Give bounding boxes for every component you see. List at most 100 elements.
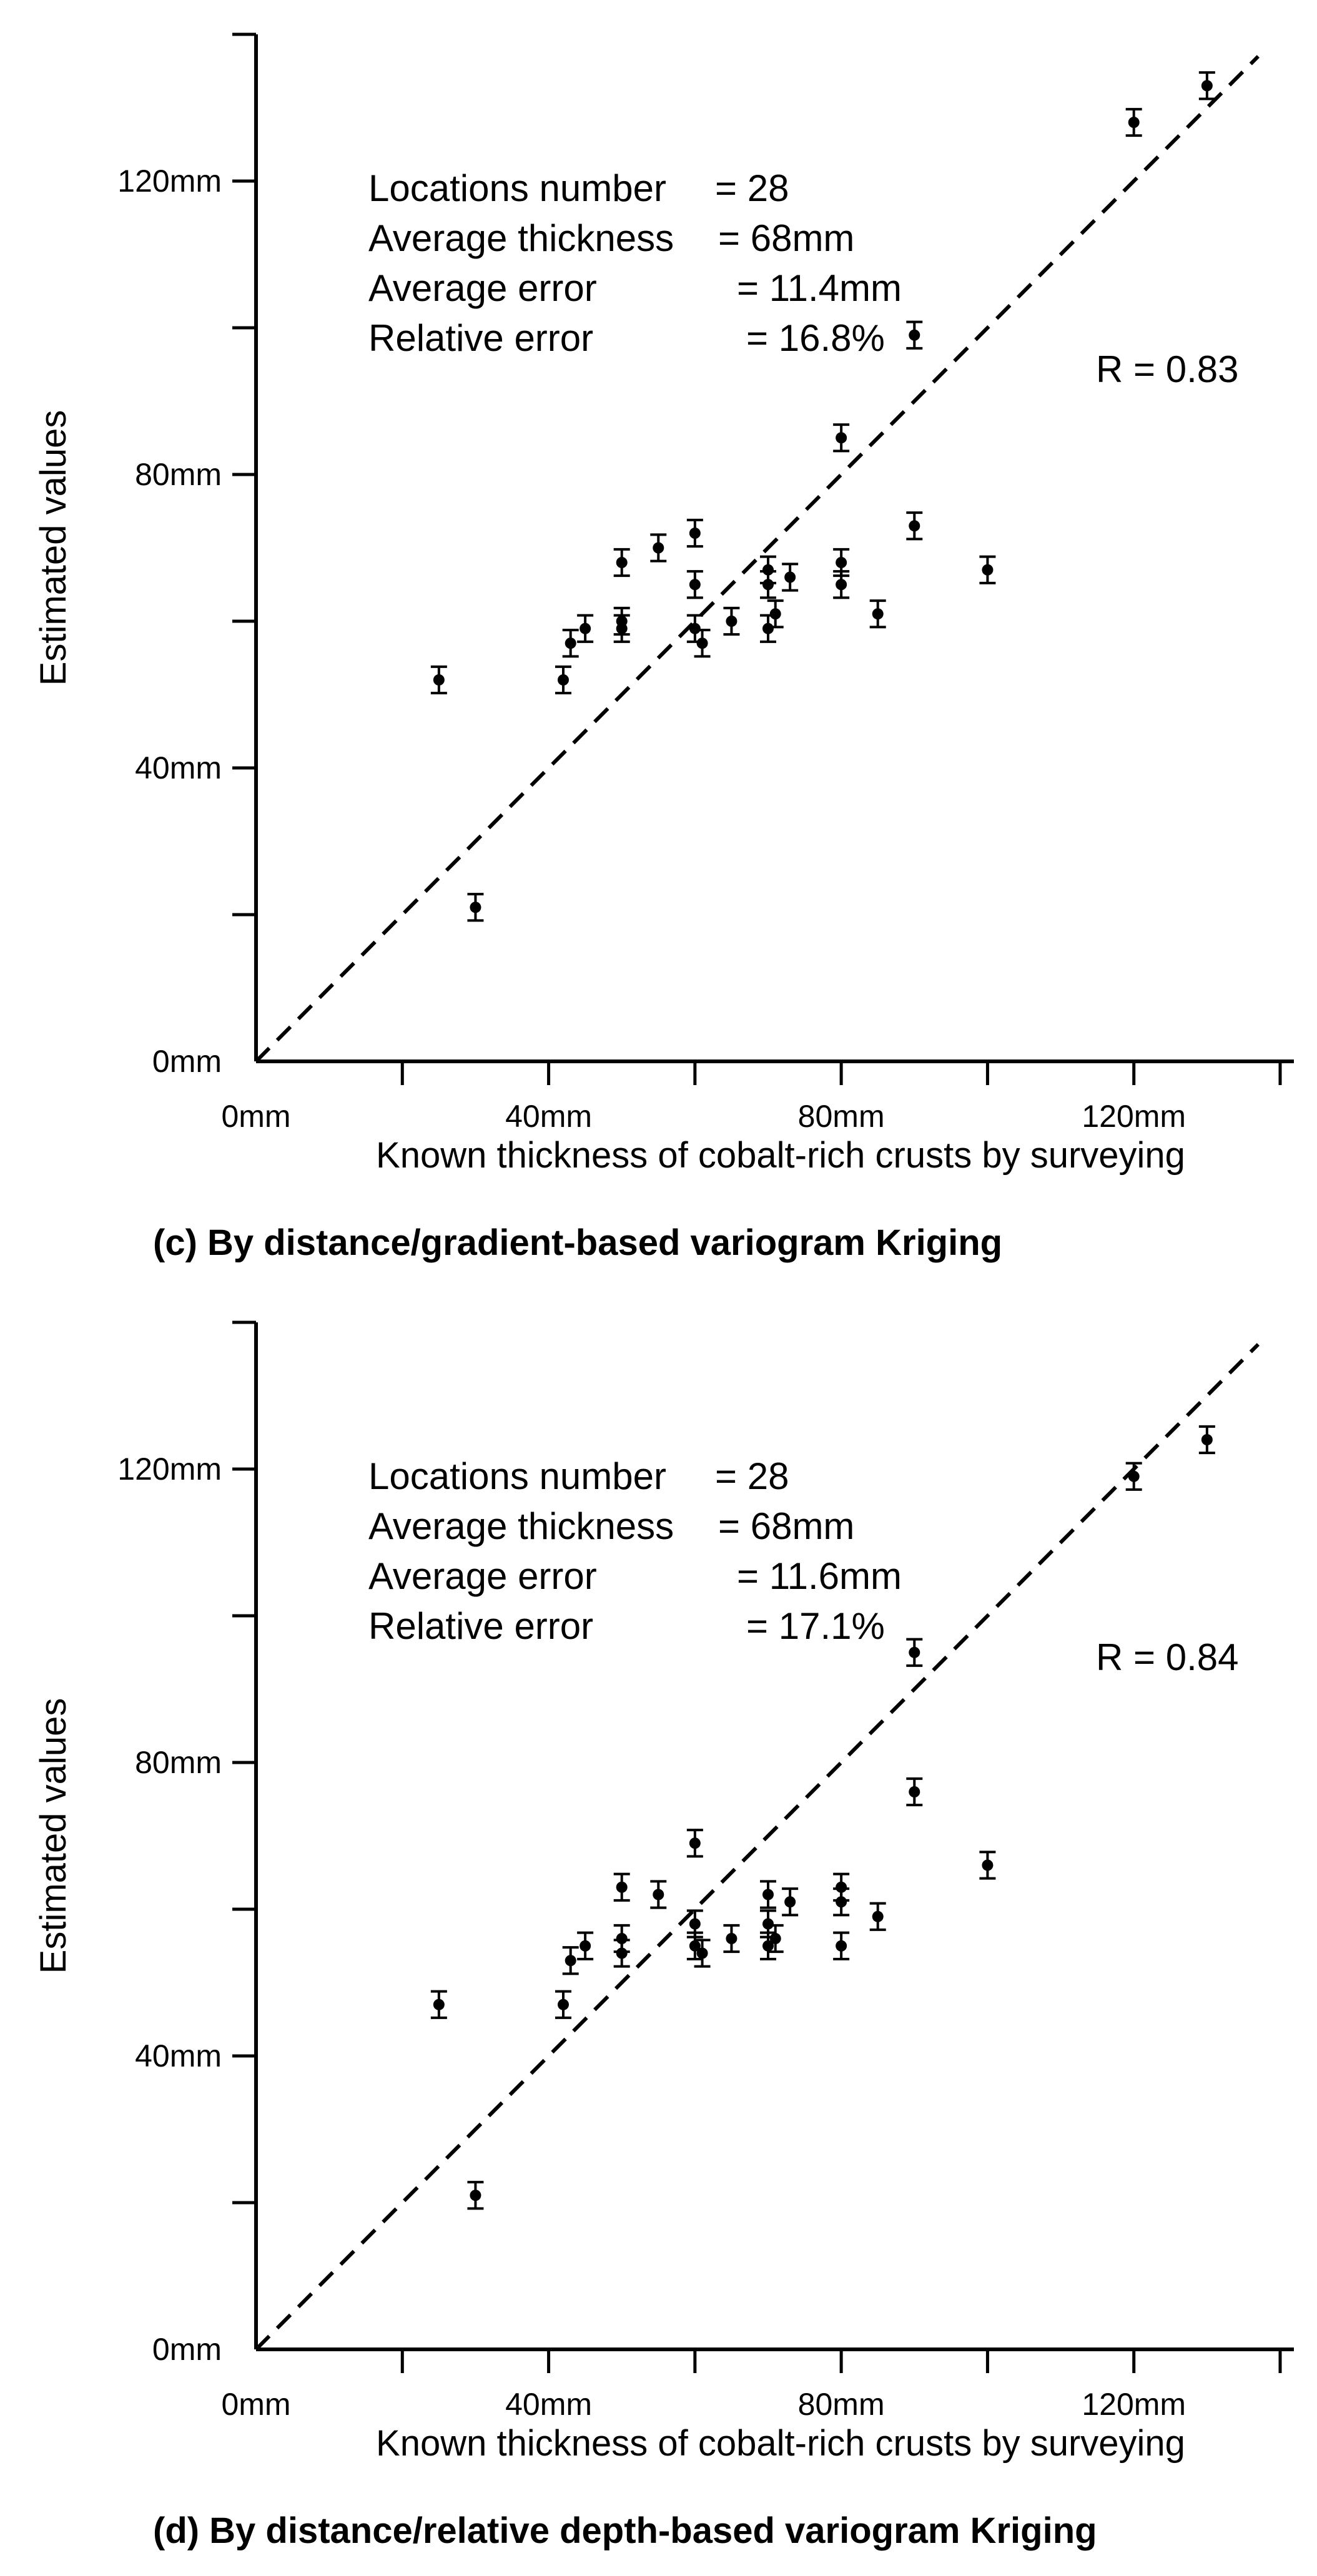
- x-tick-label: 40mm: [505, 1099, 592, 1134]
- x-tick-label: 0mm: [221, 2387, 290, 2422]
- data-point: [1128, 117, 1140, 128]
- data-point: [653, 542, 664, 554]
- data-point-group: [906, 511, 923, 541]
- x-tick-label: 120mm: [1082, 1099, 1186, 1134]
- stat-label: Average error: [368, 1555, 597, 1597]
- data-point: [836, 1940, 847, 1952]
- data-point: [696, 1947, 708, 1959]
- data-point: [872, 1910, 884, 1922]
- data-point-group: [613, 548, 630, 578]
- chart-panel-c: 0mm 40mm 80mm 120mm 0mm 40mm 80mm 120mm Known th…: [33, 32, 1294, 1263]
- y-axis-title: Estimated values: [33, 1698, 74, 1974]
- data-point: [616, 1947, 628, 1959]
- data-point: [726, 1933, 737, 1944]
- data-point: [653, 1889, 664, 1900]
- stat-value: = 68mm: [718, 1505, 854, 1547]
- data-point: [689, 1918, 701, 1930]
- data-point-group: [760, 570, 776, 599]
- data-point: [982, 564, 994, 576]
- stat-label: Relative error: [368, 317, 593, 359]
- stat-label: Average error: [368, 267, 597, 309]
- x-tick-label: 120mm: [1082, 2387, 1186, 2422]
- data-point: [872, 608, 884, 620]
- data-point: [836, 1896, 847, 1908]
- data-point: [909, 1646, 920, 1658]
- stat-value: = 28: [715, 167, 789, 209]
- reference-line: [254, 1343, 1260, 2351]
- stat-label: Average thickness: [368, 1505, 674, 1547]
- chart-caption: (d) By distance/relative depth-based var…: [153, 2510, 1097, 2551]
- data-point: [762, 1940, 774, 1952]
- data-point-group: [686, 518, 703, 548]
- data-point-group: [613, 1872, 630, 1902]
- data-point: [565, 637, 576, 649]
- data-point: [909, 1786, 920, 1797]
- data-point-group: [467, 2181, 484, 2210]
- data-point-group: [694, 1939, 711, 1968]
- data-point-group: [833, 423, 850, 453]
- data-point: [616, 557, 628, 568]
- x-tick-label: 0mm: [221, 1099, 290, 1134]
- data-point: [784, 1896, 796, 1908]
- data-point: [470, 2190, 481, 2201]
- data-point: [836, 579, 847, 591]
- y-tick-label: 40mm: [135, 2038, 222, 2073]
- data-point: [726, 616, 737, 627]
- stat-value: = 17.1%: [746, 1605, 885, 1647]
- y-axis-title: Estimated values: [33, 410, 74, 686]
- data-point-group: [577, 614, 594, 643]
- stat-label: Relative error: [368, 1605, 593, 1647]
- data-point-group: [906, 1777, 923, 1807]
- data-point: [762, 564, 774, 576]
- data-point-group: [694, 629, 711, 658]
- data-point: [769, 1933, 781, 1944]
- y-tick-label: 80mm: [135, 457, 222, 492]
- data-point: [558, 1998, 569, 2010]
- stat-value: = 16.8%: [746, 317, 885, 359]
- data-point-group: [723, 606, 740, 636]
- data-point-group: [782, 563, 799, 592]
- chart-panel-d: 0mm 40mm 80mm 120mm 0mm 40mm 80mm 120mm Known th…: [0, 1288, 1317, 2576]
- stat-value: = 68mm: [718, 217, 854, 259]
- data-point-group: [686, 1829, 703, 1858]
- data-point: [836, 1881, 847, 1893]
- data-point-group: [833, 570, 850, 599]
- x-tick-label: 80mm: [798, 1099, 885, 1134]
- data-point-group: [686, 1931, 703, 1960]
- data-point-group: [686, 570, 703, 599]
- data-point-group: [767, 1924, 784, 1954]
- data-point-group: [1125, 1462, 1142, 1491]
- stat-label: Locations number: [368, 167, 666, 209]
- stat-value: = 11.6mm: [737, 1555, 902, 1597]
- data-point-group: [760, 1880, 776, 1909]
- data-point-group: [869, 1902, 886, 1931]
- data-point-group: [430, 1990, 447, 2019]
- data-point: [1128, 1470, 1140, 1482]
- data-point: [470, 902, 481, 913]
- data-point: [762, 1918, 774, 1930]
- data-point: [836, 432, 847, 444]
- data-point-group: [577, 1931, 594, 1960]
- data-point: [558, 674, 569, 686]
- data-point-group: [833, 1887, 850, 1917]
- data-point-group: [613, 1924, 630, 1954]
- data-point-group: [723, 1924, 740, 1954]
- stat-value: = 28: [715, 1455, 789, 1497]
- data-point: [784, 571, 796, 583]
- data-point-group: [979, 1851, 996, 1880]
- correlation-label: R = 0.83: [1096, 348, 1239, 390]
- data-point-group: [906, 320, 923, 350]
- data-point: [565, 1955, 576, 1967]
- data-point: [616, 1881, 628, 1893]
- y-tick-label: 40mm: [135, 750, 222, 785]
- data-point: [580, 1940, 591, 1952]
- data-point-group: [869, 599, 886, 629]
- data-point: [689, 1940, 701, 1952]
- data-point: [689, 1837, 701, 1849]
- data-point-group: [562, 1946, 579, 1975]
- data-point-group: [782, 1887, 799, 1917]
- reference-line: [254, 55, 1260, 1063]
- data-point: [1201, 1434, 1213, 1445]
